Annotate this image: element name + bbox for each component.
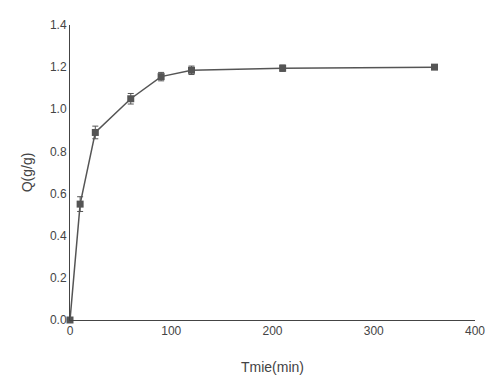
svg-text:100: 100 <box>161 324 181 338</box>
svg-text:300: 300 <box>364 324 384 338</box>
svg-text:Tmie(min): Tmie(min) <box>241 359 304 375</box>
svg-text:1.0: 1.0 <box>50 102 67 116</box>
svg-text:Q(g/g): Q(g/g) <box>19 153 35 193</box>
svg-text:0.4: 0.4 <box>50 229 67 243</box>
svg-text:0: 0 <box>67 324 74 338</box>
svg-text:0.2: 0.2 <box>50 271 67 285</box>
svg-text:1.4: 1.4 <box>50 18 67 32</box>
svg-text:1.2: 1.2 <box>50 60 67 74</box>
svg-text:0.6: 0.6 <box>50 187 67 201</box>
svg-text:0.0: 0.0 <box>50 313 67 327</box>
svg-text:0.8: 0.8 <box>50 145 67 159</box>
svg-text:200: 200 <box>262 324 282 338</box>
svg-text:400: 400 <box>465 324 485 338</box>
